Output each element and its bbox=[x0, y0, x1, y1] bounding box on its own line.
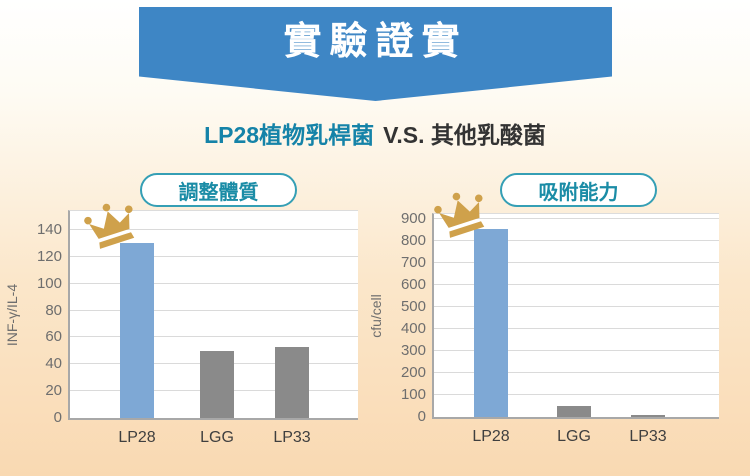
y-tick-label: 600 bbox=[400, 276, 426, 293]
bar-LP28 bbox=[120, 243, 154, 418]
bar-LP33 bbox=[275, 346, 309, 418]
gridline bbox=[434, 306, 719, 307]
y-tick-label: 100 bbox=[36, 274, 62, 292]
y-tick-label: 0 bbox=[417, 408, 426, 425]
subtitle-vs: V.S. 其他乳酸菌 bbox=[383, 122, 546, 148]
y-tick-label: 100 bbox=[400, 386, 426, 403]
y-tick-label: 120 bbox=[36, 247, 62, 265]
bar-LP33 bbox=[631, 414, 665, 417]
gridline bbox=[434, 372, 719, 373]
x-tick-label-LGG: LGG bbox=[557, 428, 591, 445]
gridline bbox=[434, 394, 719, 395]
x-tick-label-LGG: LGG bbox=[200, 429, 234, 446]
y-tick-label: 700 bbox=[400, 254, 426, 271]
y-tick-label: 800 bbox=[400, 232, 426, 249]
header-banner: 實驗證實 bbox=[139, 7, 612, 101]
subtitle: LP28植物乳桿菌 V.S. 其他乳酸菌 bbox=[0, 116, 750, 150]
chart-title-label: 吸附能力 bbox=[538, 181, 619, 204]
bar-LP28 bbox=[474, 228, 508, 417]
plot-area-constitution: INF-γ/IL-4 0 20 40 60 80 100 120 140 LP28 LGG LP33 bbox=[4, 210, 358, 446]
x-tick-label-LP28: LP28 bbox=[472, 428, 510, 445]
y-tick-label: 200 bbox=[400, 364, 426, 381]
chart-title-label: 調整體質 bbox=[178, 181, 259, 204]
subtitle-highlight: LP28植物乳桿菌 bbox=[204, 122, 375, 148]
y-tick-label: 500 bbox=[400, 298, 426, 315]
y-tick-label: 300 bbox=[400, 342, 426, 359]
gridline bbox=[434, 240, 719, 241]
gridline bbox=[434, 262, 719, 263]
gridline bbox=[434, 350, 719, 351]
chart-title-pill-adsorption: 吸附能力 bbox=[500, 173, 657, 207]
y-tick-label: 40 bbox=[45, 355, 62, 373]
crown-icon bbox=[434, 192, 485, 238]
x-tick-label-LP33: LP33 bbox=[273, 429, 311, 446]
gridline bbox=[434, 328, 719, 329]
x-tick-label-LP28: LP28 bbox=[118, 429, 156, 446]
bar-LGG bbox=[557, 406, 591, 417]
y-tick-label: 20 bbox=[45, 382, 62, 400]
page-title: 實驗證實 bbox=[283, 21, 468, 63]
gridline bbox=[434, 218, 719, 219]
gridline bbox=[434, 284, 719, 285]
gridline bbox=[70, 336, 358, 338]
x-tick-label-LP33: LP33 bbox=[629, 428, 667, 445]
bar-LGG bbox=[200, 350, 234, 418]
y-tick-label: 140 bbox=[36, 221, 62, 238]
gridline bbox=[70, 255, 358, 257]
gridline bbox=[70, 282, 358, 284]
y-tick-label: 900 bbox=[400, 210, 426, 227]
y-tick-label: 60 bbox=[45, 328, 62, 346]
gridline bbox=[70, 309, 358, 311]
y-tick-label: 80 bbox=[45, 301, 62, 319]
plot-area-adsorption: cfu/cell 0 100 200 300 400 500 600 700 800 900 LP2… bbox=[368, 210, 719, 445]
y-axis-title: INF-γ/IL-4 bbox=[4, 283, 21, 346]
y-tick-label: 0 bbox=[53, 409, 62, 426]
chart-title-pill-constitution: 調整體質 bbox=[140, 173, 297, 207]
y-axis-title: cfu/cell bbox=[368, 293, 385, 338]
y-tick-label: 400 bbox=[400, 320, 426, 337]
crown-icon bbox=[84, 203, 135, 249]
gridline bbox=[70, 229, 358, 230]
